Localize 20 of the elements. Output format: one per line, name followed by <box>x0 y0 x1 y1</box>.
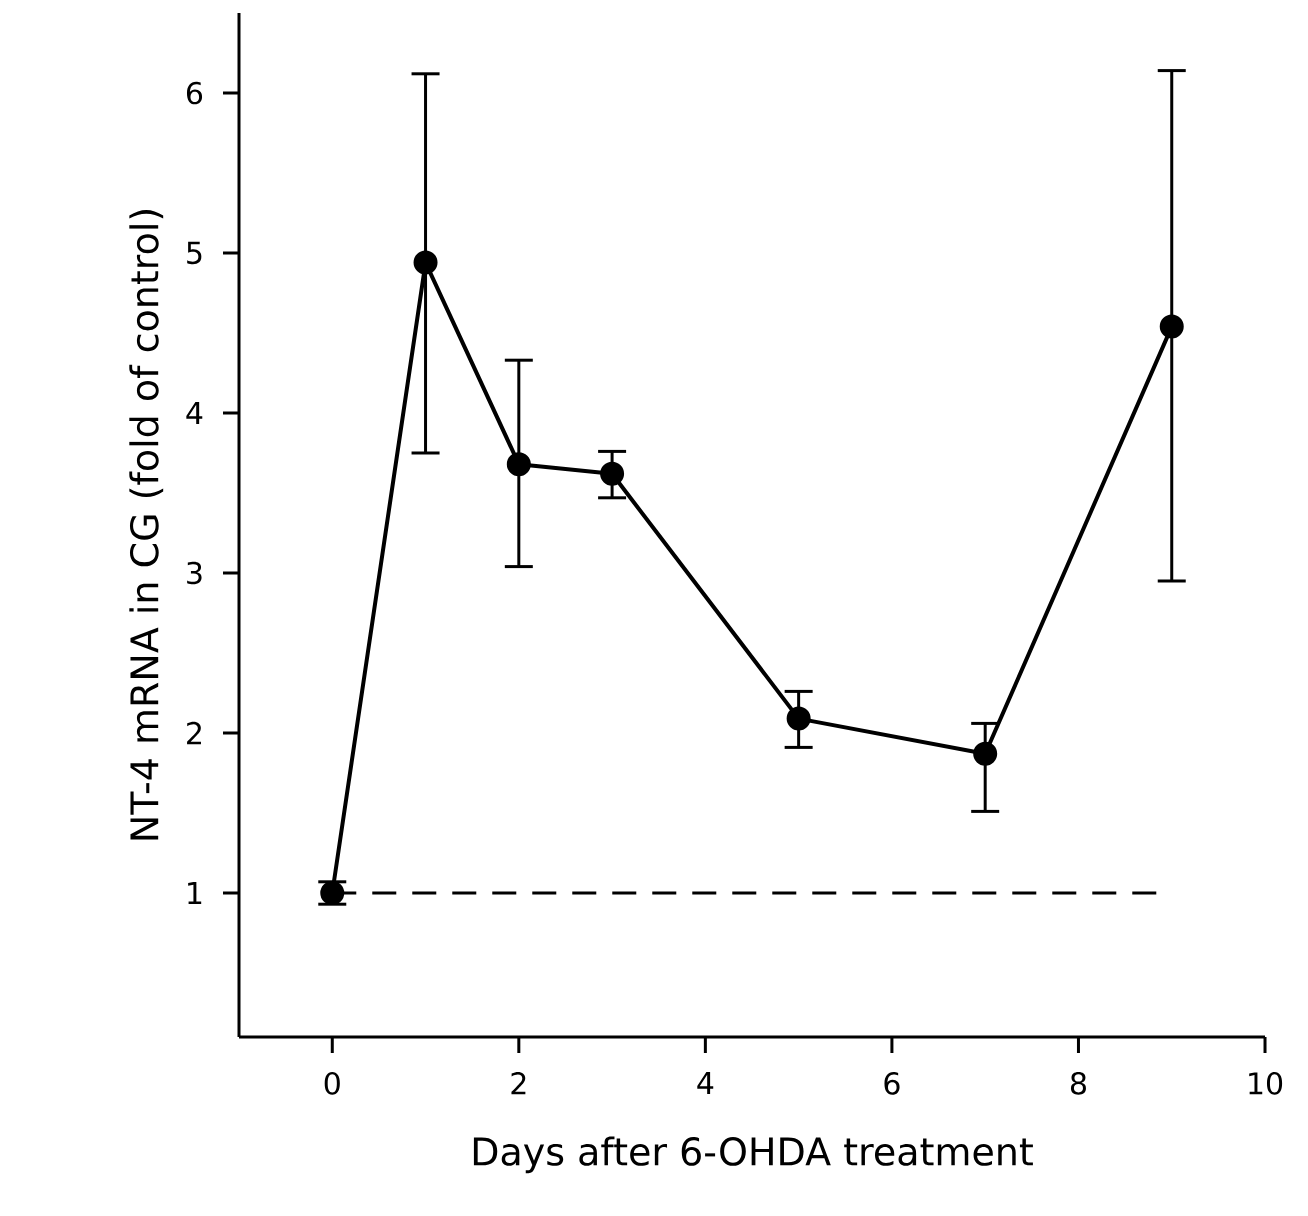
point <box>413 250 438 275</box>
x-tick-label: 4 <box>697 1072 714 1094</box>
point <box>600 461 625 486</box>
point <box>506 452 531 477</box>
point <box>973 741 998 766</box>
x-tick-label: 2 <box>511 1072 526 1095</box>
y-axis-title: NT-4 mRNA in CG (fold of control) <box>129 210 164 840</box>
x-tick-label: 10 <box>1249 1072 1283 1095</box>
y-tick-label: 6 <box>186 81 203 105</box>
x-tick-label: 8 <box>1070 1072 1086 1095</box>
y-tick-label: 4 <box>186 402 203 424</box>
point <box>1159 314 1184 339</box>
x-tick-label: 6 <box>884 1072 900 1095</box>
point <box>786 706 811 731</box>
x-tick-label: 0 <box>324 1072 340 1095</box>
y-tick-label: 1 <box>188 882 202 904</box>
y-tick-label: 3 <box>187 561 202 585</box>
y-tick-label: 2 <box>187 721 201 745</box>
x-axis-title: Days after 6-OHDA treatment <box>473 1136 1033 1174</box>
y-tick-label: 5 <box>187 241 202 265</box>
